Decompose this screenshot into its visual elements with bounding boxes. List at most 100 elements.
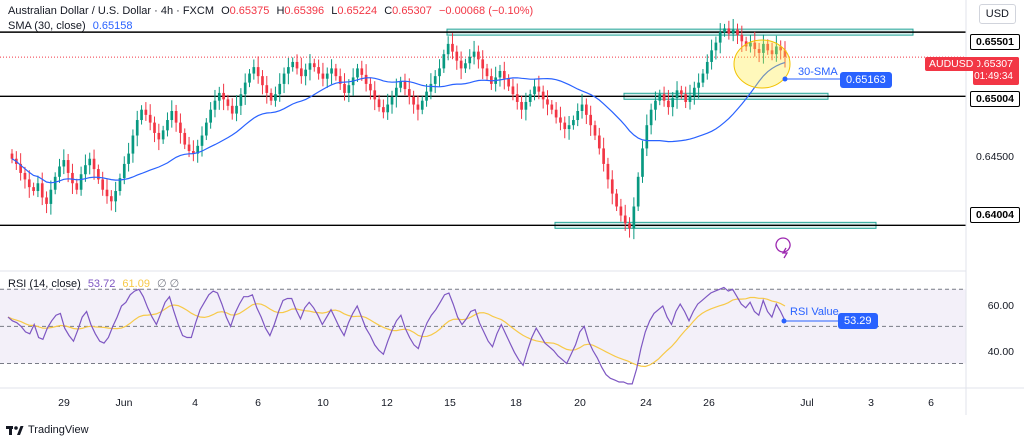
candle[interactable] (308, 54, 312, 81)
candle[interactable] (53, 172, 57, 195)
candle[interactable] (641, 140, 644, 183)
currency-button[interactable]: USD (978, 4, 1016, 24)
candle[interactable] (49, 180, 53, 215)
candle[interactable] (312, 58, 316, 72)
candle[interactable] (36, 175, 40, 198)
sma-legend[interactable]: SMA (30, close) 0.65158 (8, 20, 136, 32)
candle[interactable] (481, 50, 485, 80)
candle[interactable] (502, 61, 506, 90)
candle[interactable] (442, 49, 446, 73)
candle[interactable] (459, 51, 463, 80)
candle[interactable] (226, 94, 230, 111)
candle[interactable] (671, 92, 675, 117)
candle[interactable] (287, 57, 290, 85)
candle[interactable] (766, 39, 770, 55)
candle[interactable] (546, 90, 549, 116)
candle[interactable] (541, 85, 545, 109)
candle[interactable] (390, 90, 394, 114)
candle[interactable] (148, 104, 152, 131)
candle[interactable] (105, 179, 109, 204)
candle[interactable] (317, 59, 320, 80)
candle[interactable] (753, 31, 757, 57)
candle[interactable] (412, 90, 415, 114)
candle[interactable] (697, 73, 700, 99)
candle[interactable] (157, 123, 161, 151)
candle[interactable] (403, 73, 407, 96)
candle[interactable] (356, 63, 359, 82)
candle[interactable] (498, 64, 502, 87)
candle[interactable] (382, 99, 385, 119)
candle[interactable] (576, 103, 580, 127)
candle[interactable] (325, 67, 329, 88)
candle[interactable] (204, 118, 208, 141)
candle[interactable] (472, 40, 476, 65)
candle[interactable] (490, 68, 493, 90)
candle[interactable] (299, 57, 303, 84)
candle[interactable] (161, 125, 165, 144)
candle[interactable] (628, 217, 631, 238)
candle[interactable] (667, 89, 670, 115)
candle[interactable] (684, 86, 688, 109)
candle[interactable] (727, 20, 731, 40)
candle[interactable] (533, 78, 536, 101)
candle[interactable] (680, 85, 683, 99)
candle[interactable] (84, 154, 87, 182)
symbol-legend[interactable]: Australian Dollar / U.S. Dollar · 4h · F… (8, 5, 537, 17)
candle[interactable] (438, 59, 441, 87)
candle[interactable] (321, 62, 325, 87)
candle[interactable] (295, 54, 299, 75)
candle[interactable] (58, 158, 61, 183)
candle[interactable] (399, 76, 402, 93)
candle[interactable] (420, 96, 424, 115)
candle[interactable] (32, 182, 35, 196)
candle[interactable] (127, 142, 130, 172)
candle[interactable] (75, 178, 79, 195)
candle[interactable] (377, 94, 381, 112)
candle[interactable] (524, 92, 528, 121)
candle[interactable] (649, 103, 653, 135)
candle[interactable] (749, 34, 752, 53)
candle[interactable] (446, 36, 450, 61)
candle[interactable] (779, 40, 783, 60)
candle[interactable] (304, 63, 307, 86)
candle[interactable] (66, 153, 70, 183)
candle[interactable] (731, 18, 735, 42)
candle[interactable] (511, 78, 515, 101)
candle[interactable] (213, 89, 217, 118)
candle[interactable] (269, 88, 273, 106)
candle[interactable] (507, 74, 510, 91)
candle[interactable] (515, 83, 519, 110)
candle[interactable] (645, 114, 649, 157)
candle[interactable] (222, 83, 225, 111)
candle[interactable] (485, 63, 489, 81)
candle[interactable] (140, 105, 143, 125)
candle[interactable] (170, 100, 174, 128)
candle[interactable] (610, 170, 614, 205)
candle[interactable] (239, 88, 243, 115)
footer-brand[interactable]: TradingView (6, 424, 89, 436)
candle[interactable] (559, 106, 562, 131)
candle[interactable] (192, 140, 195, 162)
candle[interactable] (278, 73, 282, 102)
rsi-legend[interactable]: RSI (14, close) 53.72 61.09 ∅ ∅ (8, 277, 183, 290)
candle[interactable] (606, 157, 610, 189)
candle[interactable] (701, 69, 705, 88)
candle[interactable] (101, 171, 105, 196)
candle[interactable] (451, 33, 454, 60)
candle[interactable] (718, 23, 722, 54)
candle[interactable] (230, 98, 234, 120)
candle[interactable] (62, 149, 66, 175)
candle[interactable] (174, 104, 178, 132)
candle[interactable] (775, 35, 778, 62)
candle[interactable] (27, 170, 31, 198)
candle[interactable] (563, 116, 567, 139)
candle[interactable] (373, 81, 377, 111)
candle[interactable] (593, 120, 597, 141)
candle[interactable] (282, 67, 286, 94)
candle[interactable] (19, 153, 22, 181)
candle[interactable] (217, 86, 221, 110)
candle[interactable] (118, 173, 122, 196)
candle[interactable] (10, 149, 14, 164)
candle[interactable] (360, 60, 364, 81)
